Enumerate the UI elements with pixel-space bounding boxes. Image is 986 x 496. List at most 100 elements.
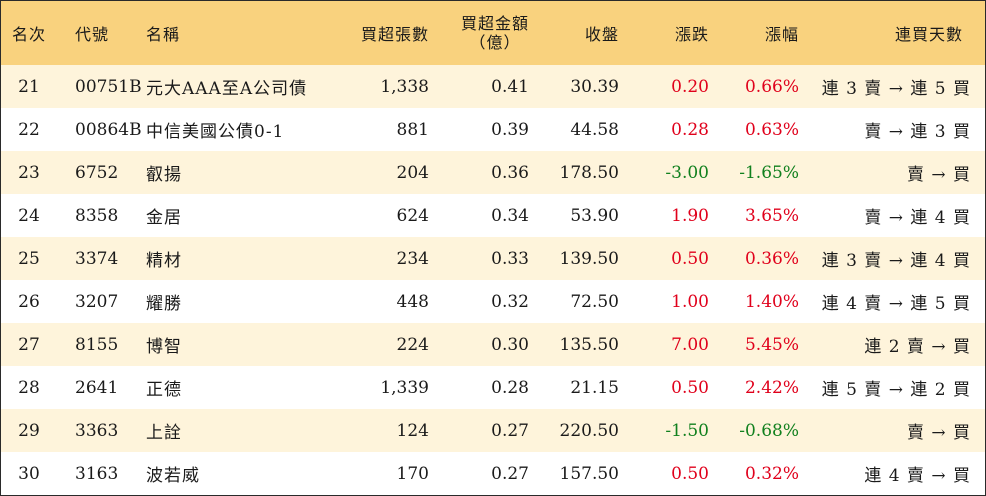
cell-change: -3.00 — [665, 162, 709, 183]
cell-volume: 204 — [396, 162, 429, 183]
header-row: 名次 代號 名稱 買超張數 買超金額 （億） 收盤 漲跌 漲幅 連買天數 — [1, 1, 985, 65]
header-code[interactable]: 代號 — [75, 25, 110, 44]
table-row[interactable]: 21 00751B 元大AAA至A公司債 1,338 0.41 30.39 0.… — [1, 65, 985, 108]
cell-close: 178.50 — [559, 162, 619, 183]
header-volume[interactable]: 買超張數 — [360, 25, 429, 44]
cell-name[interactable]: 中信美國公債0-1 — [146, 122, 285, 142]
cell-change: 0.28 — [671, 119, 709, 140]
cell-trend: 連 2 賣 → 買 — [864, 337, 971, 357]
cell-code[interactable]: 00864B — [75, 119, 142, 140]
cell-name[interactable]: 耀勝 — [146, 294, 182, 314]
cell-change-pct: 1.40% — [744, 291, 799, 312]
cell-volume: 224 — [396, 334, 429, 355]
cell-trend: 連 5 賣 → 連 2 買 — [821, 380, 971, 400]
cell-close: 21.15 — [570, 377, 619, 398]
cell-change-pct: -1.65% — [739, 162, 799, 183]
cell-change-pct: -0.68% — [739, 420, 799, 441]
cell-rank: 24 — [18, 205, 40, 226]
cell-volume: 624 — [396, 205, 429, 226]
cell-trend: 連 4 賣 → 連 5 買 — [821, 294, 971, 314]
cell-close: 44.58 — [570, 119, 619, 140]
cell-trend: 賣 → 連 3 買 — [864, 122, 971, 142]
cell-code[interactable]: 3363 — [75, 420, 119, 441]
cell-close: 139.50 — [559, 248, 619, 269]
table-row[interactable]: 22 00864B 中信美國公債0-1 881 0.39 44.58 0.28 … — [1, 108, 985, 151]
cell-rank: 27 — [18, 334, 40, 355]
cell-rank: 29 — [18, 420, 40, 441]
header-amount-label: 買超金額 （億） — [461, 14, 529, 52]
cell-code[interactable]: 3374 — [75, 248, 119, 269]
cell-trend: 賣 → 連 4 買 — [864, 208, 971, 228]
header-name[interactable]: 名稱 — [146, 25, 181, 44]
cell-change: 0.20 — [671, 76, 709, 97]
table-row[interactable]: 28 2641 正德 1,339 0.28 21.15 0.50 2.42% 連… — [1, 366, 985, 409]
cell-name[interactable]: 精材 — [146, 251, 182, 271]
cell-code[interactable]: 8358 — [75, 205, 119, 226]
cell-code[interactable]: 8155 — [75, 334, 119, 355]
cell-code[interactable]: 2641 — [75, 377, 119, 398]
cell-volume: 1,338 — [380, 76, 429, 97]
cell-change-pct: 0.63% — [744, 119, 799, 140]
cell-change-pct: 0.36% — [744, 248, 799, 269]
cell-name[interactable]: 元大AAA至A公司債 — [146, 79, 308, 99]
cell-rank: 30 — [18, 463, 40, 484]
cell-name[interactable]: 波若威 — [146, 466, 200, 486]
cell-amount: 0.39 — [491, 119, 529, 140]
header-close[interactable]: 收盤 — [584, 25, 619, 44]
cell-change-pct: 3.65% — [744, 205, 799, 226]
cell-volume: 124 — [396, 420, 429, 441]
cell-rank: 25 — [18, 248, 40, 269]
cell-amount: 0.27 — [491, 420, 529, 441]
cell-amount: 0.30 — [491, 334, 529, 355]
header-change-pct[interactable]: 漲幅 — [764, 25, 799, 44]
cell-name[interactable]: 上詮 — [146, 423, 182, 443]
header-change[interactable]: 漲跌 — [674, 25, 709, 44]
cell-amount: 0.41 — [491, 76, 529, 97]
cell-close: 135.50 — [559, 334, 619, 355]
header-rank[interactable]: 名次 — [11, 25, 46, 44]
header-trend[interactable]: 連買天數 — [894, 25, 963, 44]
cell-change: 0.50 — [671, 377, 709, 398]
cell-code[interactable]: 3163 — [75, 463, 119, 484]
cell-volume: 170 — [396, 463, 429, 484]
cell-trend: 賣 → 買 — [906, 165, 971, 185]
cell-close: 157.50 — [559, 463, 619, 484]
table-row[interactable]: 24 8358 金居 624 0.34 53.90 1.90 3.65% 賣 →… — [1, 194, 985, 237]
cell-volume: 1,339 — [380, 377, 429, 398]
cell-rank: 21 — [18, 76, 40, 97]
table-row[interactable]: 30 3163 波若威 170 0.27 157.50 0.50 0.32% 連… — [1, 452, 985, 495]
cell-rank: 22 — [18, 119, 40, 140]
cell-close: 72.50 — [570, 291, 619, 312]
cell-close: 220.50 — [559, 420, 619, 441]
cell-code[interactable]: 6752 — [75, 162, 119, 183]
cell-code[interactable]: 3207 — [75, 291, 119, 312]
cell-name[interactable]: 正德 — [146, 380, 182, 400]
cell-name[interactable]: 博智 — [146, 337, 182, 357]
table-header: 名次 代號 名稱 買超張數 買超金額 （億） 收盤 漲跌 漲幅 連買天數 — [1, 1, 985, 65]
table-row[interactable]: 29 3363 上詮 124 0.27 220.50 -1.50 -0.68% … — [1, 409, 985, 452]
cell-trend: 連 3 賣 → 連 4 買 — [821, 251, 971, 271]
cell-change-pct: 0.66% — [744, 76, 799, 97]
cell-change: 0.50 — [671, 248, 709, 269]
cell-name[interactable]: 叡揚 — [146, 165, 182, 185]
cell-change-pct: 2.42% — [744, 377, 799, 398]
cell-amount: 0.27 — [491, 463, 529, 484]
cell-volume: 881 — [396, 119, 429, 140]
cell-rank: 26 — [18, 291, 40, 312]
table-row[interactable]: 27 8155 博智 224 0.30 135.50 7.00 5.45% 連 … — [1, 323, 985, 366]
cell-close: 53.90 — [570, 205, 619, 226]
cell-amount: 0.34 — [491, 205, 529, 226]
cell-code[interactable]: 00751B — [75, 76, 142, 97]
cell-amount: 0.33 — [491, 248, 529, 269]
cell-amount: 0.32 — [491, 291, 529, 312]
cell-change: -1.50 — [665, 420, 709, 441]
table-row[interactable]: 23 6752 叡揚 204 0.36 178.50 -3.00 -1.65% … — [1, 151, 985, 194]
header-amount-line1: 買超金額 — [460, 14, 529, 33]
table-row[interactable]: 26 3207 耀勝 448 0.32 72.50 1.00 1.40% 連 4… — [1, 280, 985, 323]
cell-trend: 賣 → 買 — [906, 423, 971, 443]
table-row[interactable]: 25 3374 精材 234 0.33 139.50 0.50 0.36% 連 … — [1, 237, 985, 280]
header-amount-line2: （億） — [469, 33, 521, 52]
header-amount[interactable]: 買超金額 （億） — [441, 1, 541, 65]
cell-name[interactable]: 金居 — [146, 208, 182, 228]
